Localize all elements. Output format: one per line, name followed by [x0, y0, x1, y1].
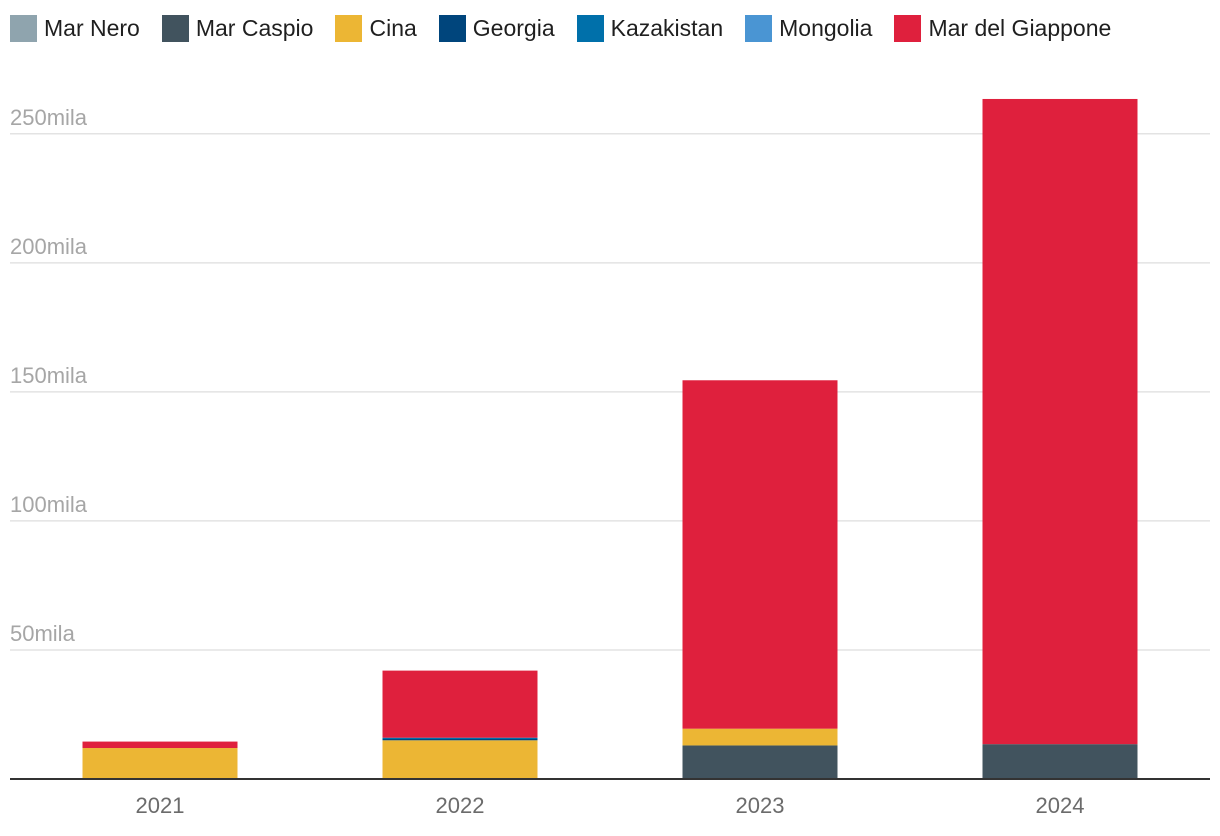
bar-2022-cina[interactable] — [382, 740, 538, 779]
legend: Mar Nero Mar Caspio Cina Georgia Kazakistan M… — [10, 12, 1133, 44]
legend-label: Cina — [369, 14, 417, 41]
legend-swatch — [161, 14, 189, 42]
x-tick-label: 2023 — [736, 793, 785, 818]
legend-swatch — [576, 14, 604, 42]
legend-label: Mar Caspio — [195, 14, 314, 41]
legend-label: Mar Nero — [44, 14, 140, 41]
x-tick-label: 2021 — [136, 793, 185, 818]
bars — [82, 98, 1138, 779]
legend-label: Georgia — [472, 14, 555, 41]
legend-swatch — [10, 14, 37, 42]
legend-label: Mongolia — [779, 14, 873, 41]
legend-swatch — [745, 14, 773, 42]
bar-2023-cina[interactable] — [682, 728, 838, 746]
y-axis-ticks: 50mila 100mila 150mila 200mila 250mila — [10, 105, 88, 646]
bar-2022-georgia[interactable] — [382, 738, 538, 741]
y-tick-label: 250mila — [10, 105, 88, 130]
bar-2021-cina[interactable] — [82, 748, 238, 779]
y-tick-label: 150mila — [10, 363, 88, 388]
bar-2022-mar-del-giappone[interactable] — [382, 670, 538, 738]
y-tick-label: 200mila — [10, 234, 88, 259]
x-tick-label: 2024 — [1036, 793, 1085, 818]
legend-swatch — [335, 14, 363, 42]
bar-2023-mar-del-giappone[interactable] — [682, 380, 838, 729]
x-tick-label: 2022 — [436, 793, 485, 818]
legend-label: Mar del Giappone — [928, 14, 1112, 41]
y-tick-label: 100mila — [10, 492, 88, 517]
bar-2022-kazakistan[interactable] — [382, 737, 538, 739]
bar-2021-mar-del-giappone[interactable] — [82, 741, 238, 749]
bar-2024-mar-del-giappone[interactable] — [982, 98, 1138, 745]
legend-label: Kazakistan — [610, 14, 724, 41]
legend-swatch — [438, 14, 466, 42]
legend-item-mar-del-giappone[interactable]: Mar del Giappone — [894, 14, 1112, 42]
bar-2024-mar-caspio[interactable] — [982, 744, 1138, 779]
legend-item-mar-caspio[interactable]: Mar Caspio — [161, 14, 314, 42]
y-tick-label: 50mila — [10, 621, 76, 646]
legend-item-mongolia[interactable]: Mongolia — [745, 14, 873, 42]
x-axis-ticks: 2021 2022 2023 2024 — [136, 793, 1085, 818]
legend-item-kazakistan[interactable]: Kazakistan — [576, 14, 724, 42]
bar-2023-mar-caspio[interactable] — [682, 745, 838, 779]
legend-item-mar-nero[interactable]: Mar Nero — [10, 14, 140, 42]
legend-swatch — [894, 14, 922, 42]
legend-item-cina[interactable]: Cina — [335, 14, 417, 42]
legend-item-georgia[interactable]: Georgia — [438, 14, 555, 42]
